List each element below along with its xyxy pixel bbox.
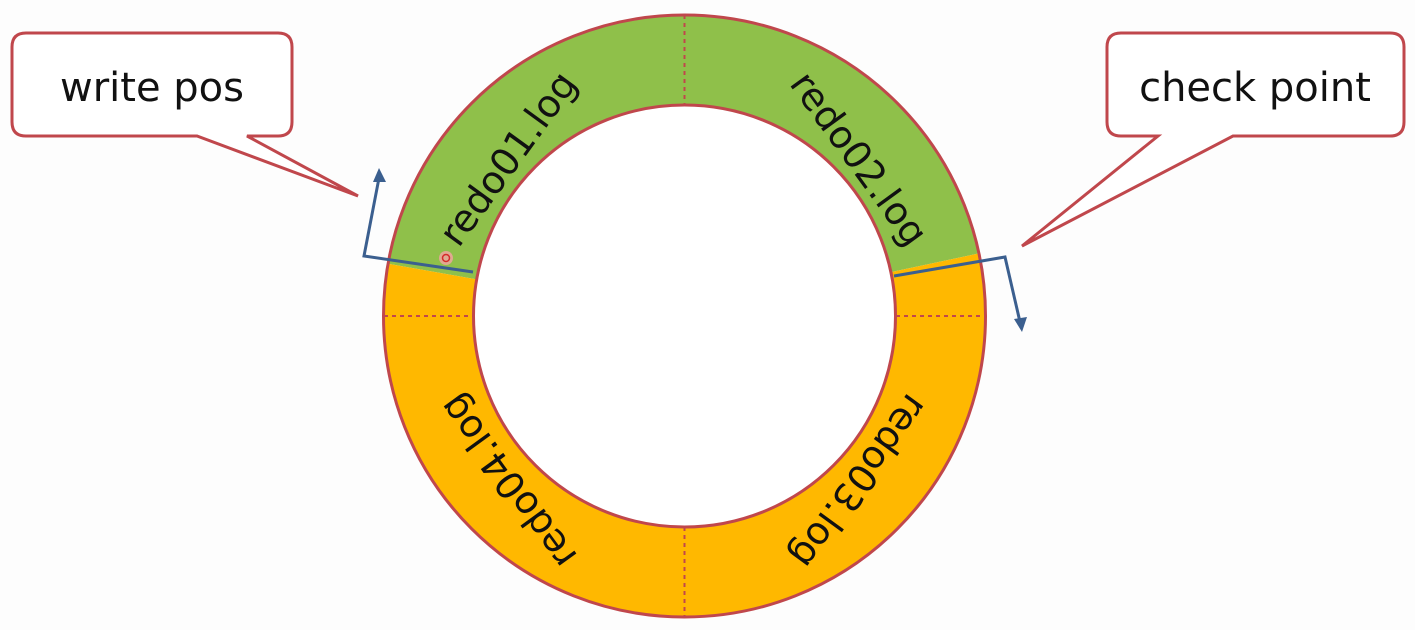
write-pos-line [362,177,474,274]
check-point-callout-shape [1021,31,1406,248]
cursor-dot [439,251,453,265]
ring-segment-redo03 [684,253,986,617]
write-pos-arrowhead [373,168,386,182]
ring-inner-hole [472,103,897,529]
write-pos-callout-text: write pos [60,65,244,111]
write-pos-callout: write pos [10,31,359,198]
write-pos-marker [362,168,474,274]
check-point-line [893,255,1022,323]
ring [382,13,987,619]
check-point-callout: check point [1021,31,1406,248]
check-point-arrowhead [1014,317,1027,332]
ring-segment-redo04 [383,263,685,617]
check-point-callout-text: check point [1139,65,1371,111]
check-point-marker [893,255,1027,332]
ring-segment-redo01 [388,15,685,280]
ring-segment-redo02 [684,15,979,273]
write-pos-callout-shape [10,31,359,198]
